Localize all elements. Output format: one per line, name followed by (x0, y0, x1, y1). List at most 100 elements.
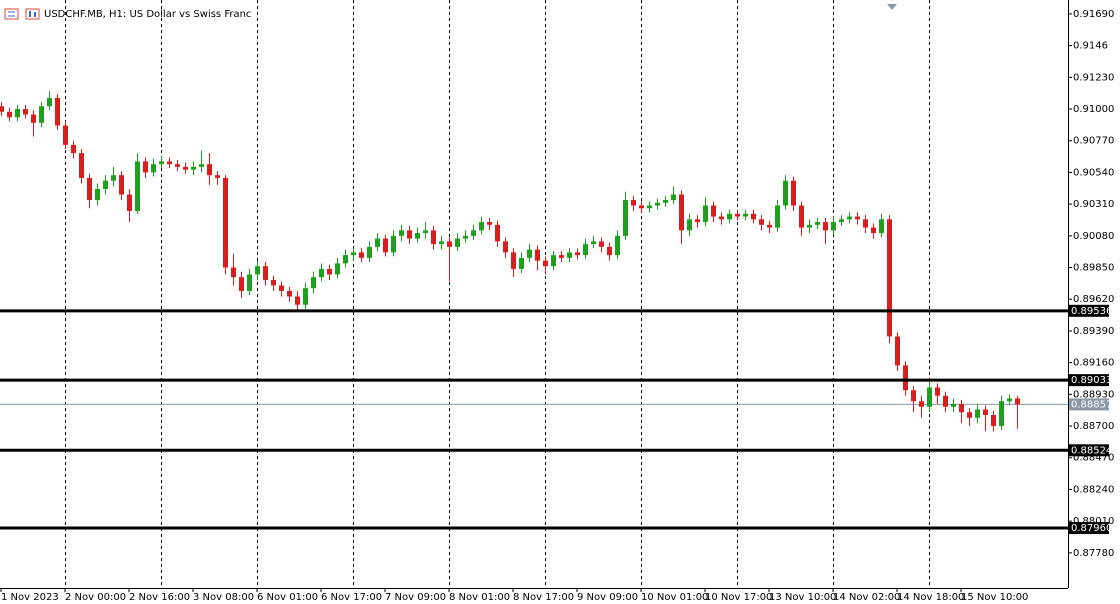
x-tick-label: 9 Nov 09:00 (577, 592, 638, 603)
icon (29, 11, 31, 17)
candle-body (471, 230, 476, 236)
candle-body (239, 277, 244, 291)
candle-body (623, 199, 628, 236)
candle-body (15, 109, 20, 118)
candle-body (727, 213, 732, 220)
candle-body (87, 177, 92, 200)
candle-body (895, 336, 900, 366)
candle-body (311, 277, 316, 289)
candle-body (1015, 398, 1020, 405)
level-label-box (1069, 444, 1109, 457)
candle-body (935, 387, 940, 396)
y-tick-label: 0.90770 (1073, 136, 1114, 147)
candle-body (7, 111, 12, 118)
y-tick-label: 0.9146 (1073, 41, 1108, 52)
level-label: 0.88524 (1071, 445, 1112, 456)
candle-body (687, 219, 692, 231)
candle-body (399, 230, 404, 236)
candle-body (703, 205, 708, 223)
candle-body (343, 255, 348, 264)
candle-body (295, 296, 300, 305)
title-icons (4, 8, 40, 20)
candle-body (967, 412, 972, 418)
candle-body (695, 219, 700, 223)
y-tick-label: 0.90310 (1073, 199, 1114, 210)
y-tick-label: 0.89390 (1073, 326, 1114, 337)
candle-body (383, 238, 388, 253)
candle-body (327, 268, 332, 275)
x-tick-label: 10 Nov 01:00 (641, 592, 708, 603)
candle-body (455, 238, 460, 247)
candle-body (495, 224, 500, 242)
candle-body (943, 395, 948, 407)
candle-body (431, 230, 436, 245)
candle-body (287, 290, 292, 297)
candle-body (191, 166, 196, 170)
candle-body (183, 166, 188, 170)
chart-title: USDCHF.MB, H1: US Dollar vs Swiss Franc (44, 9, 251, 20)
candle-body (487, 222, 492, 225)
candle-body (223, 177, 228, 268)
candle-body (167, 161, 172, 165)
candle-body (527, 249, 532, 258)
candle-body (439, 241, 444, 245)
candle-body (903, 365, 908, 391)
x-tick-label: 7 Nov 09:00 (385, 592, 446, 603)
candle-body (951, 403, 956, 407)
candle-body (463, 235, 468, 239)
x-tick-label: 3 Nov 08:00 (193, 592, 254, 603)
icon (34, 12, 36, 17)
level-label: 0.89033 (1071, 375, 1112, 386)
candle-body (0, 106, 4, 112)
candle-body (415, 233, 420, 239)
x-tick-label: 14 Nov 18:00 (897, 592, 964, 603)
level-label: 0.89536 (1071, 306, 1112, 317)
y-tick-label: 0.91230 (1073, 72, 1114, 83)
level-label: 0.87960 (1071, 523, 1112, 534)
candle-body (375, 238, 380, 247)
candle-body (631, 199, 636, 206)
candle-body (103, 180, 108, 189)
candle-body (711, 205, 716, 217)
y-tick-label: 0.89160 (1073, 358, 1114, 369)
candle-body (911, 390, 916, 402)
y-tick-label: 0.88010 (1073, 516, 1114, 527)
candle-body (255, 266, 260, 275)
candle-body (199, 164, 204, 167)
candle-body (735, 213, 740, 217)
y-tick-label: 0.91000 (1073, 104, 1114, 115)
candle-body (999, 401, 1004, 427)
icon (25, 8, 40, 20)
candle-body (799, 205, 804, 228)
candle-body (551, 255, 556, 267)
candle-body (655, 202, 660, 206)
candle-body (847, 216, 852, 220)
candle-body (975, 409, 980, 418)
current-price-box (1069, 398, 1109, 411)
candle-body (215, 175, 220, 178)
candle-body (607, 246, 612, 256)
level-label-box (1069, 304, 1109, 317)
candle-body (647, 205, 652, 209)
candle-body (679, 194, 684, 231)
candle-body (247, 274, 252, 291)
candle-body (775, 205, 780, 228)
candle-body (927, 387, 932, 407)
candle-body (135, 161, 140, 212)
candle-body (567, 252, 572, 258)
y-tick-label: 0.89620 (1073, 294, 1114, 305)
candle-body (111, 175, 116, 181)
candle-body (319, 268, 324, 278)
candle-body (719, 216, 724, 220)
y-tick-label: 0.90540 (1073, 167, 1114, 178)
candle-body (159, 161, 164, 165)
candle-body (879, 219, 884, 234)
candle-body (671, 194, 676, 200)
candle-body (959, 403, 964, 413)
candle-body (407, 230, 412, 239)
y-tick-label: 0.91690 (1073, 9, 1114, 20)
candle-body (991, 415, 996, 427)
candle-body (207, 164, 212, 176)
candle-body (279, 285, 284, 291)
x-tick-label: 15 Nov 10:00 (961, 592, 1028, 603)
